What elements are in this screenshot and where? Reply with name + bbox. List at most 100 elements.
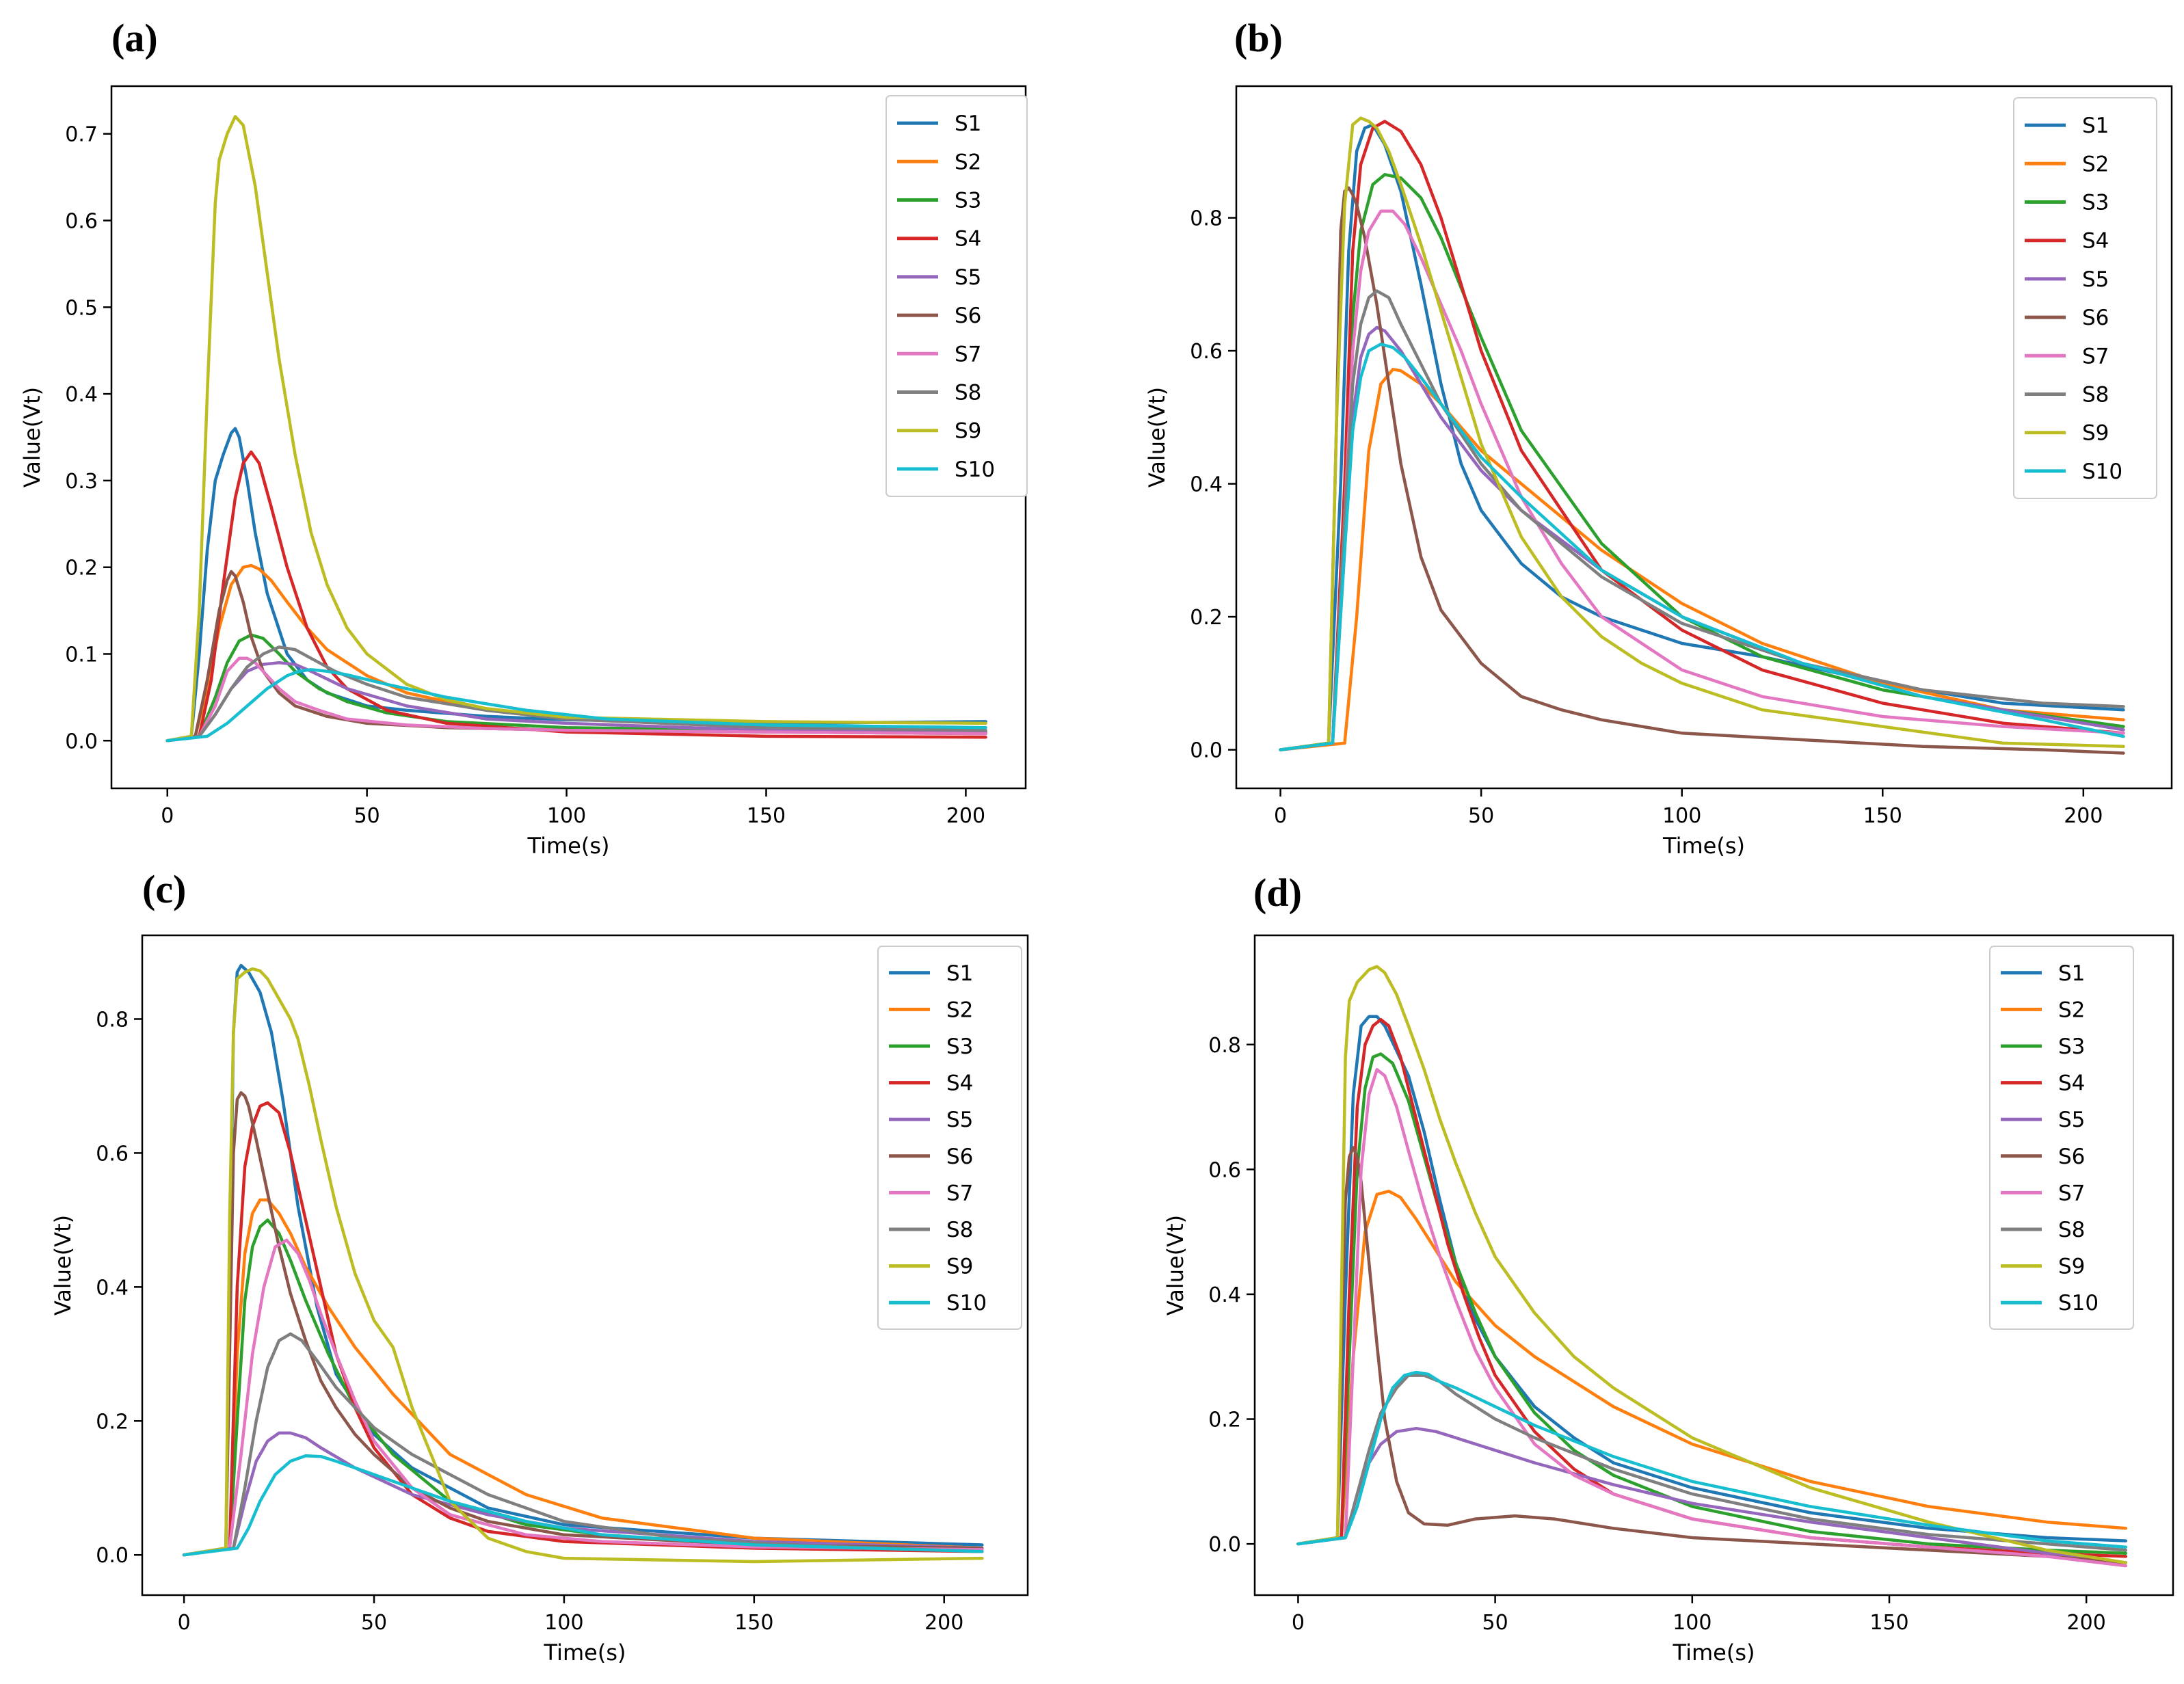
x-axis-label: Time(s)	[1673, 1640, 1755, 1666]
legend-label-s10: S10	[955, 457, 995, 482]
y-tick-label: 0.7	[65, 123, 98, 147]
legend-box	[885, 95, 1028, 497]
series-line-s4	[1279, 120, 2125, 751]
legend-label-s7: S7	[946, 1181, 973, 1205]
y-tick-label: 0.2	[1190, 606, 1223, 630]
series-line-s5	[1279, 325, 2125, 751]
legend-label-s10: S10	[2058, 1291, 2099, 1315]
legend-label-s4: S4	[2082, 229, 2109, 254]
y-tick-label: 0.6	[1190, 340, 1223, 364]
legend-label-s2: S2	[2058, 998, 2085, 1022]
plot-frame	[1235, 85, 2173, 790]
y-tick-label: 0.0	[1208, 1533, 1241, 1557]
series-line-s4	[182, 1101, 984, 1557]
series-line-s7	[1279, 209, 2125, 751]
y-tick-label: 0.4	[96, 1276, 129, 1300]
chart-panel-2: (b) 0 50 100 150 200 0.0 0.2 0.4 0.6 0.8 Time(s) Val…	[1144, 16, 2173, 859]
series-line-s2	[1279, 368, 2125, 751]
legend-label-s7: S7	[2082, 344, 2109, 369]
legend-label-s2: S2	[946, 998, 973, 1022]
legend-label-s9: S9	[946, 1255, 973, 1279]
legend-label-s8: S8	[946, 1218, 973, 1242]
legend-label-s8: S8	[2058, 1218, 2085, 1242]
y-tick-label: 0.8	[96, 1008, 129, 1032]
y-tick-label: 0.6	[65, 210, 98, 234]
legend: S1 S2 S3 S4 S5 S6 S7 S8 S9 S10	[2013, 97, 2157, 499]
panel-label: (b)	[1234, 16, 1283, 60]
legend: S1 S2 S3 S4 S5 S6 S7 S8 S9 S10	[877, 946, 1022, 1330]
series-line-s1	[165, 427, 987, 743]
series-group	[182, 963, 984, 1564]
x-tick-label: 0	[1274, 804, 1287, 828]
chart-panel-4: (d) 0 50 100 150 200 0.0 0.2 0.4 0.6 0.8 Time(s) Val…	[1162, 870, 2174, 1666]
x-tick-label: 150	[734, 1611, 773, 1635]
panel-label: (c)	[142, 867, 186, 911]
series-line-s7	[182, 1238, 984, 1557]
x-tick-label: 50	[1468, 804, 1494, 828]
x-axis-label: Time(s)	[1662, 833, 1745, 859]
legend-box	[877, 946, 1022, 1330]
legend-label-s5: S5	[2082, 267, 2109, 292]
y-tick-label: 0.3	[65, 470, 98, 494]
x-tick-label: 100	[1673, 1611, 1712, 1635]
x-tick-label: 200	[2064, 804, 2103, 828]
series-line-s6	[182, 1091, 984, 1557]
x-axis-label: Time(s)	[527, 833, 610, 859]
series-line-s1	[1279, 123, 2125, 751]
legend-label-s6: S6	[946, 1145, 973, 1169]
legend-label-s6: S6	[2082, 306, 2109, 330]
legend-label-s3: S3	[946, 1034, 973, 1059]
series-line-s7	[165, 656, 987, 743]
x-tick-label: 0	[178, 1611, 191, 1635]
series-line-s1	[1296, 1015, 2128, 1546]
y-tick-label: 0.4	[1190, 473, 1223, 497]
legend-label-s3: S3	[2058, 1034, 2085, 1059]
legend-label-s3: S3	[955, 189, 981, 213]
series-line-s2	[182, 1198, 984, 1557]
series-line-s7	[1296, 1068, 2128, 1568]
series-line-s6	[1296, 1146, 2128, 1564]
x-tick-label: 150	[1869, 1611, 1908, 1635]
legend-label-s8: S8	[2082, 383, 2109, 407]
series-line-s5	[1296, 1426, 2128, 1564]
series-line-s3	[182, 1218, 984, 1557]
y-tick-label: 0.0	[96, 1544, 129, 1568]
series-line-s9	[1279, 116, 2125, 751]
y-tick-label: 0.4	[65, 383, 98, 407]
x-tick-label: 50	[361, 1611, 387, 1635]
x-tick-label: 200	[946, 804, 985, 828]
legend-label-s9: S9	[955, 419, 981, 444]
x-tick-label: 150	[1863, 804, 1902, 828]
plot-frame	[141, 934, 1029, 1596]
legend-label-s1: S1	[2082, 113, 2109, 138]
legend-box	[2013, 97, 2157, 499]
series-line-s9	[182, 967, 984, 1564]
series-line-s9	[1296, 965, 2128, 1564]
y-tick-label: 0.5	[65, 296, 98, 320]
chart-panel-3: (c) 0 50 100 150 200 0.0 0.2 0.4 0.6 0.8 Time(s) Val…	[50, 867, 1029, 1666]
series-line-s8	[1296, 1374, 2128, 1552]
panel-label: (d)	[1253, 870, 1302, 915]
legend-label-s1: S1	[955, 111, 981, 136]
y-axis-label: Value(Vt)	[50, 1215, 76, 1315]
y-tick-label: 0.0	[65, 730, 98, 753]
series-line-s10	[1296, 1370, 2128, 1549]
series-line-s8	[165, 645, 987, 743]
x-tick-label: 50	[354, 804, 380, 828]
x-tick-label: 200	[2067, 1611, 2106, 1635]
y-tick-label: 0.0	[1190, 739, 1223, 763]
x-tick-label: 100	[547, 804, 586, 828]
legend-label-s7: S7	[2058, 1181, 2085, 1205]
x-tick-label: 150	[747, 804, 786, 828]
legend-label-s2: S2	[955, 150, 981, 174]
y-tick-label: 0.2	[96, 1410, 129, 1434]
legend-label-s6: S6	[2058, 1145, 2085, 1169]
legend-label-s9: S9	[2058, 1255, 2085, 1279]
series-line-s8	[182, 1332, 984, 1557]
series-group	[1296, 965, 2128, 1568]
series-group	[1279, 116, 2125, 755]
x-tick-label: 100	[544, 1611, 583, 1635]
x-tick-label: 0	[161, 804, 174, 828]
y-tick-label: 0.6	[1208, 1158, 1241, 1182]
